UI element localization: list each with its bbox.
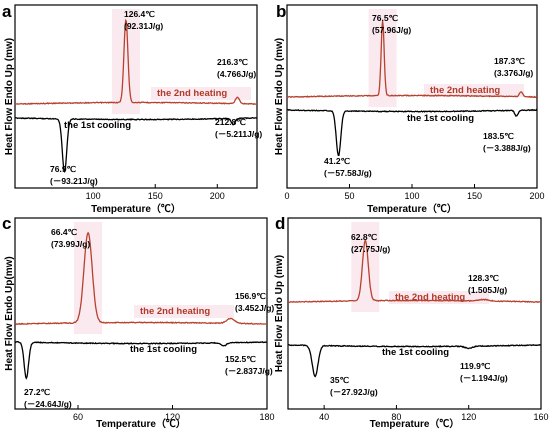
x-axis-label: Temperature（℃） bbox=[367, 202, 457, 215]
y-axis-label: Heat Flow Endo Up (mw) bbox=[274, 255, 285, 372]
heating-peak-enthalpy: (92.31J/g) bbox=[124, 21, 163, 31]
x-tick-label: 50 bbox=[344, 191, 354, 201]
heating-curve bbox=[288, 238, 542, 304]
x-tick-label: 0 bbox=[284, 191, 289, 201]
heating-curve bbox=[14, 18, 258, 106]
cooling-curve bbox=[287, 343, 542, 378]
heating-label: the 2nd heating bbox=[430, 85, 500, 96]
cooling-peak-temp: 35℃ bbox=[330, 375, 349, 385]
cooling-peak-enthalpy: (－27.92J/g) bbox=[330, 387, 378, 397]
x-tick-label: 200 bbox=[210, 191, 225, 201]
x-tick-label: 200 bbox=[529, 191, 544, 201]
cooling-peak-temp: 152.5℃ bbox=[225, 354, 256, 364]
cooling-peak-enthalpy: (－93.21J/g) bbox=[50, 176, 98, 186]
cooling-label: the 1st cooling bbox=[130, 344, 197, 355]
x-tick-label: 100 bbox=[86, 191, 101, 201]
plot-frame bbox=[14, 4, 258, 189]
x-tick-label: 180 bbox=[259, 412, 274, 422]
label-highlight bbox=[134, 305, 234, 318]
heating-peak-enthalpy: (27.75J/g) bbox=[351, 244, 390, 254]
cooling-peak-temp: 41.2℃ bbox=[324, 156, 351, 166]
panel-letter: b bbox=[276, 2, 286, 21]
panel-letter: c bbox=[2, 214, 11, 233]
panel-letter: a bbox=[2, 2, 12, 21]
heating-peak-enthalpy: (73.99J/g) bbox=[51, 239, 90, 249]
heating-peak-temp: 126.4℃ bbox=[124, 9, 155, 19]
x-tick-label: 40 bbox=[319, 412, 329, 422]
cooling-peak-enthalpy: (－3.388J/g) bbox=[483, 143, 531, 153]
cooling-peak-temp: 119.9℃ bbox=[460, 361, 491, 371]
heating-peak-enthalpy: (1.505J/g) bbox=[468, 285, 507, 295]
x-tick-label: 100 bbox=[404, 191, 419, 201]
heating-curve bbox=[15, 231, 268, 326]
heating-label: the 2nd heating bbox=[140, 306, 210, 317]
cooling-curve bbox=[286, 108, 538, 156]
peak-highlight bbox=[351, 222, 380, 312]
cooling-label: the 1st cooling bbox=[407, 113, 474, 124]
x-tick-label: 80 bbox=[391, 412, 401, 422]
x-tick-label: 120 bbox=[165, 412, 180, 422]
x-axis-label: Temperature（℃） bbox=[91, 202, 181, 215]
cooling-curve bbox=[14, 116, 258, 174]
heating-label: the 2nd heating bbox=[395, 292, 465, 303]
x-tick-label: 160 bbox=[533, 412, 548, 422]
cooling-peak-temp: 212.8℃ bbox=[215, 117, 246, 127]
y-axis-label: Heat Flow Endo Up(mw) bbox=[4, 256, 15, 370]
cooling-peak-enthalpy: (－5.211J/g) bbox=[215, 129, 262, 139]
heating-peak-temp: 216.3℃ bbox=[217, 57, 248, 67]
plot-frame bbox=[14, 217, 268, 410]
heating-peak-enthalpy: (3.376J/g) bbox=[494, 68, 533, 78]
heating-peak-temp: 66.4℃ bbox=[51, 227, 78, 237]
y-axis-label: Heat Flow Endo Up (mw) bbox=[4, 38, 15, 155]
cooling-peak-enthalpy: (－24.64J/g) bbox=[24, 399, 72, 409]
heating-peak-enthalpy: (3.452J/g) bbox=[235, 303, 274, 313]
cooling-peak-enthalpy: (－57.58J/g) bbox=[324, 168, 372, 178]
cooling-curve bbox=[14, 340, 267, 380]
label-highlight bbox=[424, 84, 524, 97]
peak-highlight bbox=[111, 9, 140, 114]
heating-peak-enthalpy: (4.766J/g) bbox=[217, 69, 256, 79]
cooling-peak-temp: 76.9℃ bbox=[50, 164, 77, 174]
panel-letter: d bbox=[275, 214, 285, 233]
x-axis-label: Temperature（℃） bbox=[96, 417, 186, 430]
x-axis-label: Temperature（℃） bbox=[370, 417, 460, 430]
heating-curve bbox=[286, 21, 538, 99]
cooling-label: the 1st cooling bbox=[64, 120, 131, 131]
cooling-peak-temp: 27.2℃ bbox=[24, 387, 51, 397]
y-axis-label: Heat Flow Endo Up (mw) bbox=[274, 38, 285, 155]
x-tick-label: 60 bbox=[73, 412, 83, 422]
heating-peak-temp: 128.3℃ bbox=[468, 273, 499, 283]
x-tick-label: 150 bbox=[467, 191, 482, 201]
cooling-label: the 1st cooling bbox=[382, 347, 449, 358]
heating-peak-temp: 156.9℃ bbox=[235, 291, 266, 301]
label-highlight bbox=[151, 87, 251, 100]
x-tick-label: 150 bbox=[148, 191, 163, 201]
heating-peak-temp: 62.8℃ bbox=[351, 232, 378, 242]
heating-peak-temp: 187.3℃ bbox=[494, 56, 525, 66]
heating-peak-enthalpy: (57.96J/g) bbox=[372, 25, 411, 35]
heating-peak-temp: 76.5℃ bbox=[372, 13, 399, 23]
cooling-peak-enthalpy: (－2.837J/g) bbox=[225, 366, 273, 376]
cooling-peak-enthalpy: (－1.194J/g) bbox=[460, 373, 508, 383]
cooling-peak-temp: 183.5℃ bbox=[483, 131, 514, 141]
heating-label: the 2nd heating bbox=[157, 88, 227, 99]
x-tick-label: 120 bbox=[461, 412, 476, 422]
plot-frame bbox=[287, 217, 542, 410]
